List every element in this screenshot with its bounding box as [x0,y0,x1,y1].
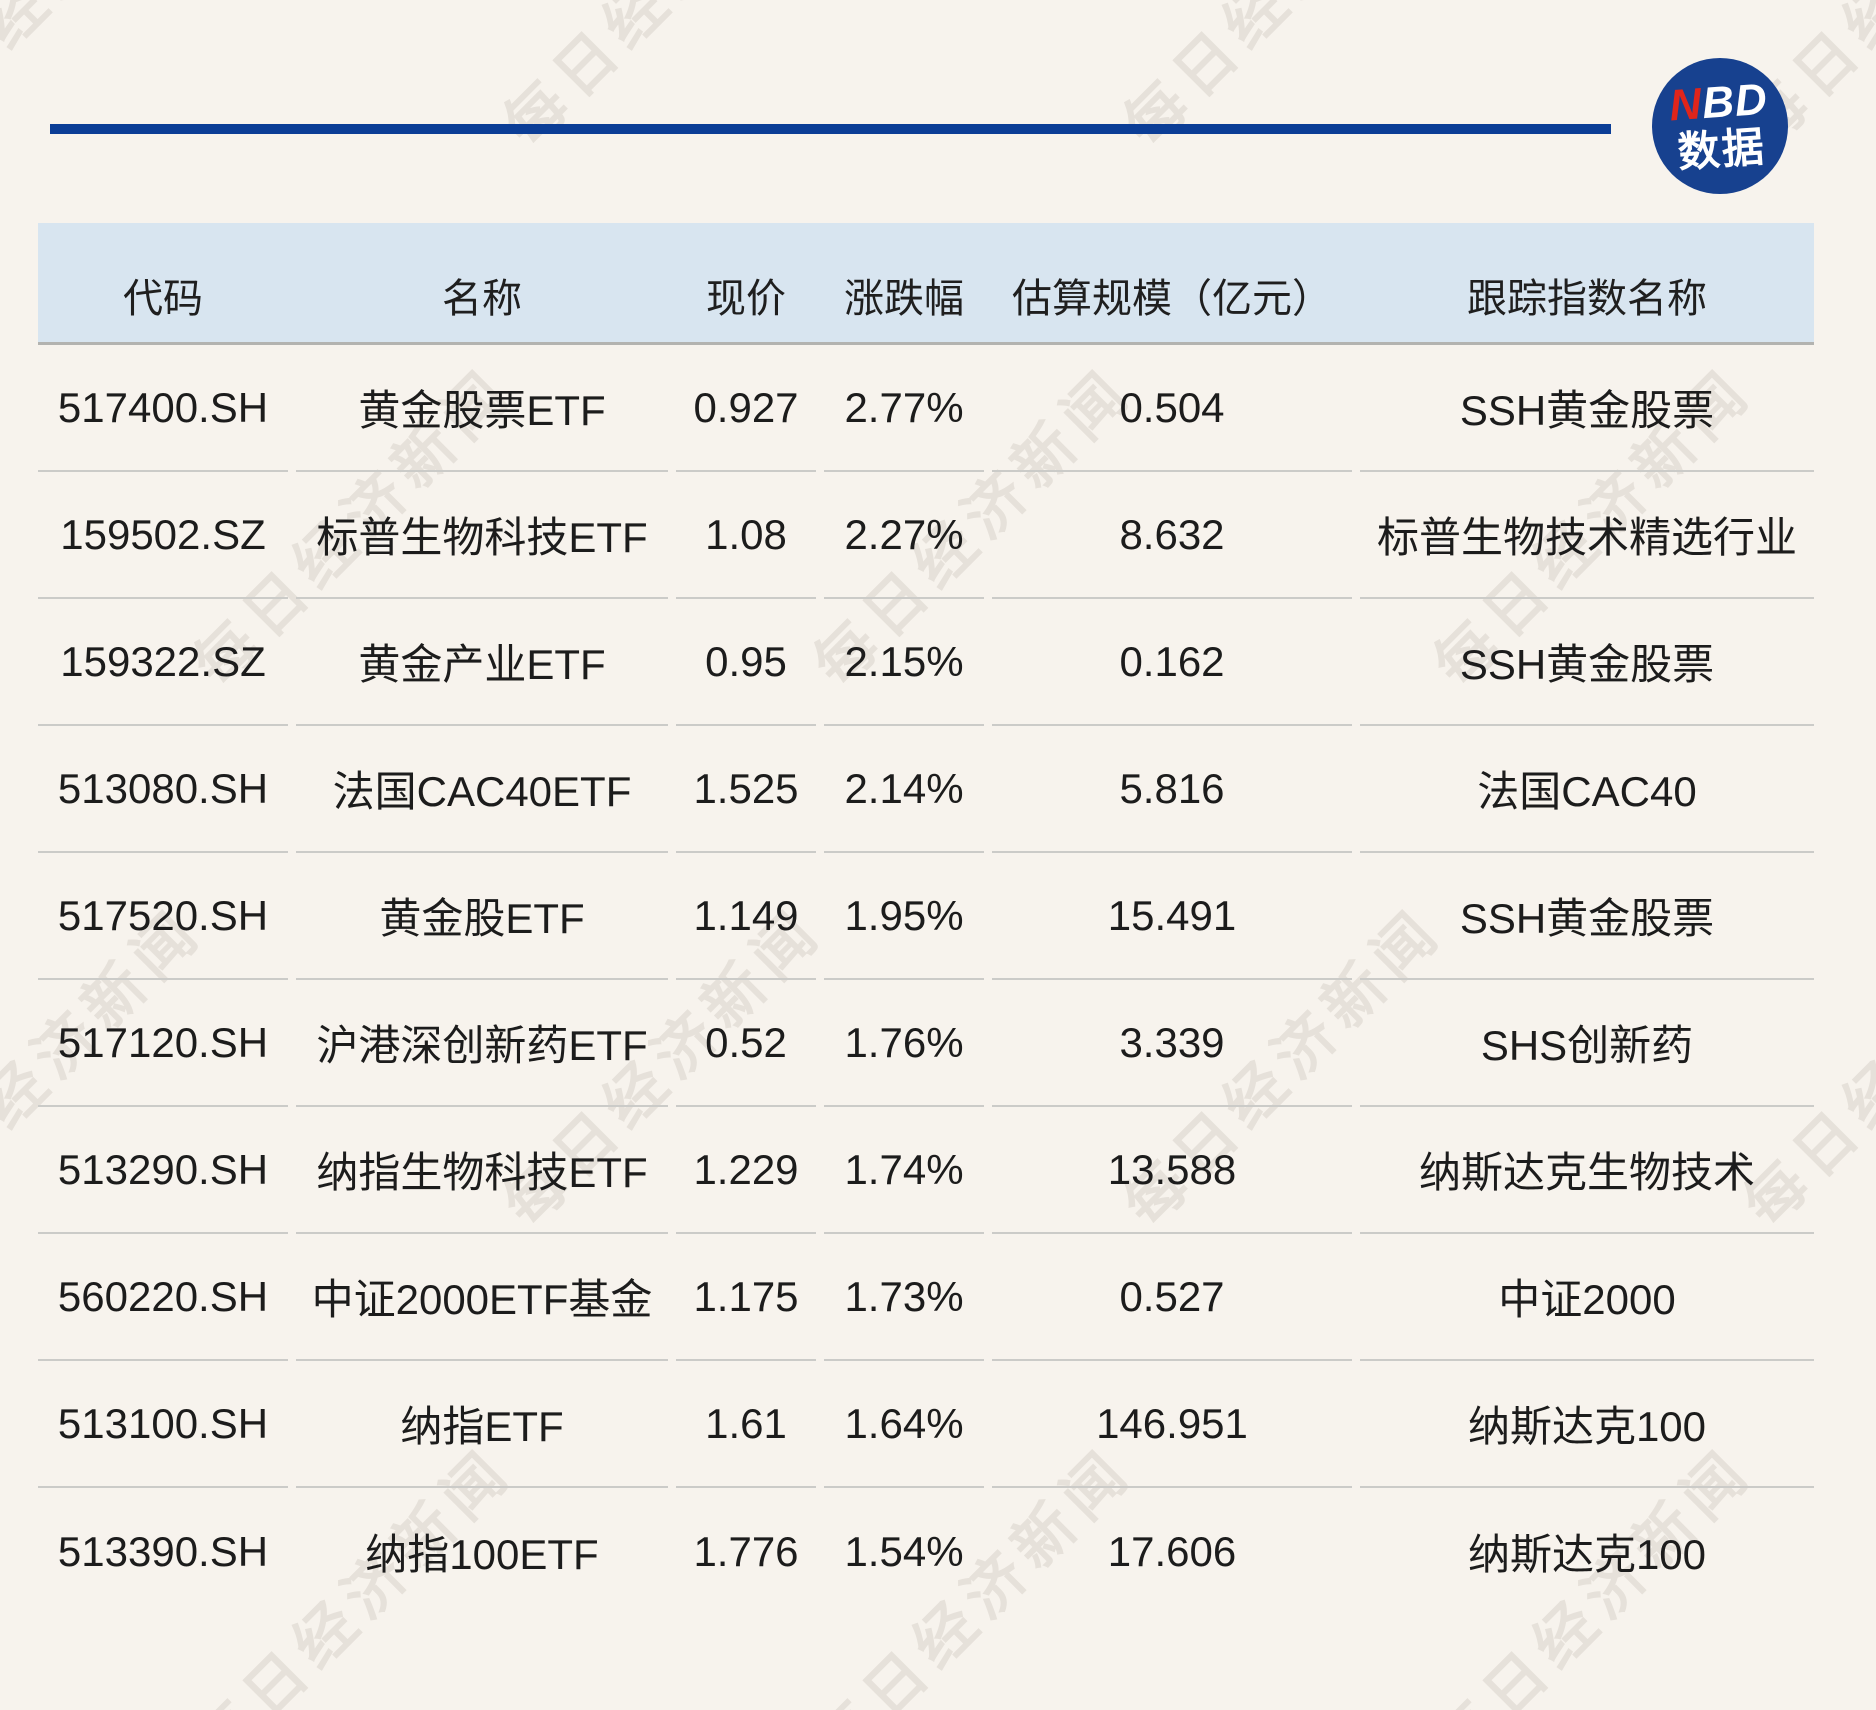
cell-index: 标普生物技术精选行业 [1360,472,1814,599]
cell-scale: 13.588 [992,1107,1352,1234]
cell-change: 1.54% [844,1527,964,1575]
header-price: 现价 [706,276,786,321]
cell-change: 2.27% [824,472,984,599]
cell-code: 513290.SH [38,1107,288,1234]
table-row: 513080.SH 法国CAC40ETF 1.525 2.14% 5.816 法… [38,726,1814,853]
cell-name: 纳指ETF [296,1361,668,1488]
table-body: 517400.SH 黄金股票ETF 0.927 2.77% 0.504 SSH黄… [38,345,1814,1615]
cell-scale: 17.606 [1107,1527,1237,1575]
cell-price: 1.61 [676,1361,816,1488]
cell-price: 0.95 [676,599,816,726]
cell-code: 560220.SH [38,1234,288,1361]
etf-table: 代码 名称 现价 涨跌幅 估算规模（亿元） 跟踪指数名称 517400.SH 黄… [38,223,1814,1615]
cell-change: 1.74% [824,1107,984,1234]
cell-change: 2.77% [824,345,984,472]
header-index: 跟踪指数名称 [1467,276,1707,321]
cell-scale: 5.816 [992,726,1352,853]
cell-price: 1.175 [676,1234,816,1361]
header-code: 代码 [123,276,203,321]
cell-price: 1.149 [676,853,816,980]
table-row: 513390.SH 纳指100ETF 1.776 1.54% 17.606 纳斯… [38,1488,1814,1615]
cell-scale: 3.339 [992,980,1352,1107]
cell-name: 黄金产业ETF [296,599,668,726]
cell-name: 中证2000ETF基金 [296,1234,668,1361]
cell-code: 513100.SH [38,1361,288,1488]
cell-name: 标普生物科技ETF [296,472,668,599]
cell-code: 159322.SZ [38,599,288,726]
nbd-letters-bd: BD [1700,74,1770,129]
nbd-subtitle: 数据 [1676,122,1768,176]
cell-scale: 146.951 [992,1361,1352,1488]
watermark-text: 每日经济新闻 [1101,0,1460,163]
cell-code: 513390.SH [57,1527,269,1575]
header-scale: 估算规模（亿元） [1012,276,1332,321]
cell-change: 2.15% [824,599,984,726]
cell-change: 2.14% [824,726,984,853]
cell-name: 沪港深创新药ETF [296,980,668,1107]
table-row: 513290.SH 纳指生物科技ETF 1.229 1.74% 13.588 纳… [38,1107,1814,1234]
table-row: 513100.SH 纳指ETF 1.61 1.64% 146.951 纳斯达克1… [38,1361,1814,1488]
cell-change: 1.64% [824,1361,984,1488]
cell-price: 1.525 [676,726,816,853]
cell-scale: 0.162 [992,599,1352,726]
cell-price: 0.927 [676,345,816,472]
cell-code: 517520.SH [38,853,288,980]
cell-price: 0.52 [676,980,816,1107]
cell-price: 1.08 [676,472,816,599]
cell-change: 1.73% [824,1234,984,1361]
cell-scale: 0.527 [992,1234,1352,1361]
nbd-logo-text: NBD 数据 [1667,74,1772,176]
cell-change: 1.76% [824,980,984,1107]
cell-index: 法国CAC40 [1360,726,1814,853]
table-row: 159502.SZ 标普生物科技ETF 1.08 2.27% 8.632 标普生… [38,472,1814,599]
cell-index: SSH黄金股票 [1360,853,1814,980]
header-rule [50,124,1611,134]
header-change: 涨跌幅 [844,276,964,321]
cell-name: 黄金股ETF [296,853,668,980]
cell-scale: 0.504 [992,345,1352,472]
cell-index: 中证2000 [1360,1234,1814,1361]
table-row: 517400.SH 黄金股票ETF 0.927 2.77% 0.504 SSH黄… [38,345,1814,472]
cell-index: 纳斯达克生物技术 [1360,1107,1814,1234]
watermark-text: 每日经济新闻 [481,0,840,163]
cell-index: SHS创新药 [1360,980,1814,1107]
cell-price: 1.776 [693,1527,799,1575]
cell-code: 159502.SZ [38,472,288,599]
table-row: 517120.SH 沪港深创新药ETF 0.52 1.76% 3.339 SHS… [38,980,1814,1107]
nbd-letter-n: N [1667,79,1704,131]
watermark-text: 每日经济新闻 [0,0,219,163]
nbd-wordmark: NBD [1667,74,1770,131]
cell-index: SSH黄金股票 [1360,345,1814,472]
table-header-row: 代码 名称 现价 涨跌幅 估算规模（亿元） 跟踪指数名称 [38,223,1814,345]
cell-name: 纳指100ETF [365,1531,599,1578]
cell-index: 纳斯达克100 [1360,1361,1814,1488]
cell-code: 513080.SH [38,726,288,853]
cell-name: 纳指生物科技ETF [296,1107,668,1234]
table-row: 560220.SH 中证2000ETF基金 1.175 1.73% 0.527 … [38,1234,1814,1361]
cell-index: SSH黄金股票 [1360,599,1814,726]
table-row: 517520.SH 黄金股ETF 1.149 1.95% 15.491 SSH黄… [38,853,1814,980]
cell-code: 517400.SH [38,345,288,472]
nbd-logo: NBD 数据 [1652,58,1788,194]
cell-name: 法国CAC40ETF [296,726,668,853]
cell-name: 黄金股票ETF [296,345,668,472]
cell-index: 纳斯达克100 [1467,1531,1707,1578]
cell-scale: 15.491 [992,853,1352,980]
cell-scale: 8.632 [992,472,1352,599]
cell-change: 1.95% [824,853,984,980]
cell-code: 517120.SH [38,980,288,1107]
cell-price: 1.229 [676,1107,816,1234]
header-name: 名称 [442,276,522,321]
table-row: 159322.SZ 黄金产业ETF 0.95 2.15% 0.162 SSH黄金… [38,599,1814,726]
